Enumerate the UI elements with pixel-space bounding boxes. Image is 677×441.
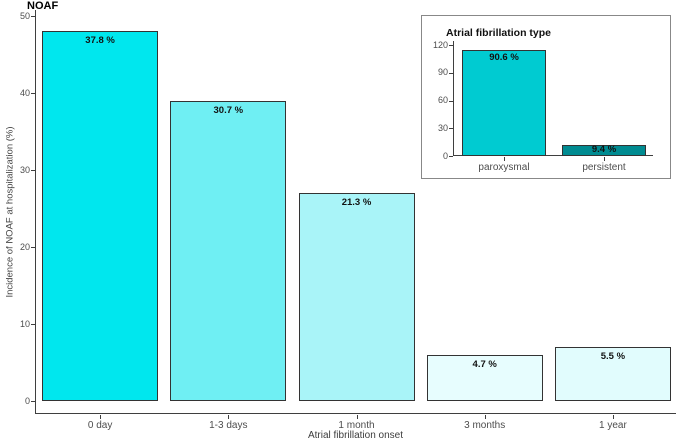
inset-plot-area: 90.6 % 9.4 % 0 30 60 90 120 paroxysmal persisten… — [433, 40, 653, 173]
main-plot-area: 37.8 % 30.7 % 21.3 % 4.7 % 5.5 % 0 10 20 30 40 50 0… — [20, 10, 676, 431]
bar-value-label: 4.7 % — [472, 358, 497, 370]
y-tick-label: 0 — [24, 395, 30, 406]
x-tick-label: persistent — [582, 162, 626, 173]
x-tick-label: 3 months — [464, 420, 506, 431]
y-axis-tick — [31, 247, 35, 248]
bar-1-year — [554, 347, 671, 401]
main-y-axis-title: Incidence of NOAF at hospitalization (%) — [4, 126, 16, 298]
y-axis-tick — [449, 100, 453, 102]
x-tick-label: 1 year — [598, 420, 627, 431]
y-axis-tick — [449, 128, 453, 130]
y-axis-tick — [31, 16, 35, 17]
y-tick-label: 60 — [437, 95, 448, 105]
y-axis-tick — [449, 72, 453, 74]
x-axis-tick — [504, 157, 505, 161]
inset-chart: Atrial fibrillation type 90.6 % 9.4 % 0 30 6… — [421, 15, 671, 179]
bar-value-label: 21.3 % — [341, 197, 372, 209]
x-axis-tick — [356, 415, 358, 419]
x-axis-tick — [228, 415, 230, 419]
y-axis-tick — [31, 93, 35, 94]
y-tick-label: 40 — [19, 87, 30, 98]
y-tick-label: 20 — [19, 241, 30, 252]
y-tick-label: 120 — [432, 39, 448, 50]
bar-value-label: 37.8 % — [85, 35, 115, 47]
y-axis-tick — [31, 401, 35, 402]
bar-3-months — [426, 354, 543, 401]
x-axis-tick — [604, 157, 605, 161]
x-tick-label: 1 month — [338, 420, 375, 431]
main-x-axis-title: Atrial fibrillation onset — [307, 430, 404, 441]
y-tick-label: 0 — [442, 150, 448, 161]
y-tick-label: 30 — [19, 164, 30, 175]
bar-1-month — [298, 193, 415, 401]
y-axis-tick — [31, 324, 35, 325]
bar-paroxysmal — [462, 49, 546, 156]
x-axis-tick — [612, 415, 614, 419]
bar-value-label: 5.5 % — [600, 351, 626, 363]
bar-1-3-days — [170, 100, 287, 401]
y-axis-tick — [31, 170, 35, 171]
bar-value-label: 90.6 % — [489, 51, 519, 63]
bar-0-day — [42, 31, 159, 401]
y-tick-label: 30 — [437, 122, 448, 133]
y-tick-label: 50 — [19, 10, 30, 21]
x-axis-tick — [484, 415, 486, 419]
bar-value-label: 30.7 % — [213, 104, 244, 116]
inset-chart-title: Atrial fibrillation type — [446, 27, 552, 39]
bar-value-label: 9.4 % — [591, 144, 617, 156]
y-axis-tick — [449, 156, 453, 157]
y-tick-label: 10 — [19, 318, 30, 329]
y-axis-tick — [449, 45, 453, 46]
bar-persistent — [562, 144, 646, 156]
x-tick-label: 1-3 days — [209, 420, 248, 431]
x-tick-label: paroxysmal — [478, 162, 530, 173]
x-tick-label: 0 day — [87, 420, 113, 431]
y-tick-label: 90 — [437, 67, 448, 78]
main-chart-title: NOAF — [27, 0, 59, 12]
x-axis-tick — [100, 415, 102, 419]
